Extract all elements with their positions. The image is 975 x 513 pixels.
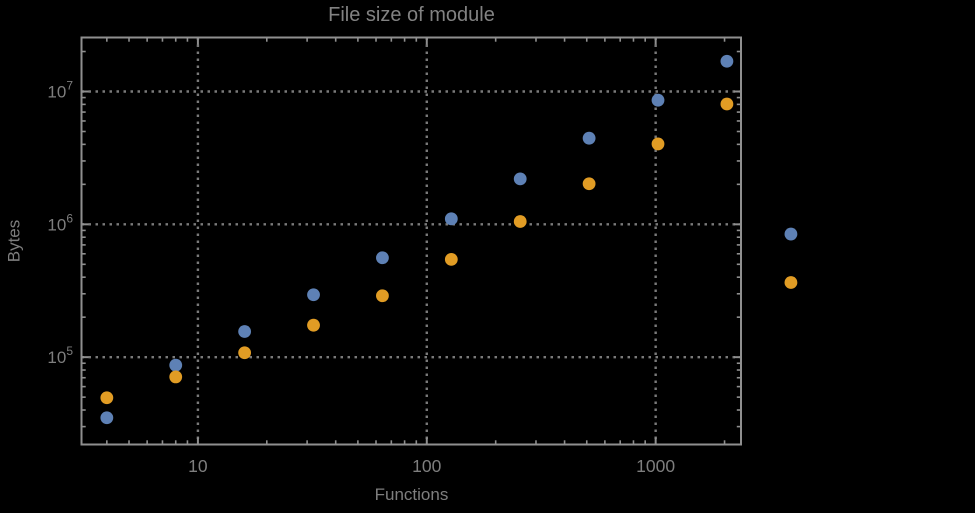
data-point-series-2-orange-x2048 <box>720 97 734 111</box>
data-point-series-1-blue-x128 <box>444 212 458 226</box>
data-point-series-2-orange-x8 <box>169 370 183 384</box>
data-point-series-2-orange-x512 <box>582 177 596 191</box>
data-point-series-2-orange-x16 <box>238 346 252 360</box>
data-point-series-1-blue-x1024 <box>651 93 665 107</box>
data-point-series-1-blue-x512 <box>582 131 596 145</box>
data-point-series-1-blue-x32 <box>307 288 320 302</box>
data-point-series-2-orange-x128 <box>444 252 458 266</box>
y-tick-label-10e7: 107 <box>47 78 73 101</box>
data-point-series-1-blue-x8 <box>169 358 183 372</box>
data-point-series-1-blue-x4 <box>100 411 114 425</box>
data-point-series-1-blue-x2048 <box>720 54 734 68</box>
data-point-series-1-blue-x3900 <box>784 227 798 241</box>
plot-frame <box>80 36 742 446</box>
x-tick-label-100: 100 <box>412 456 441 476</box>
x-axis-title: Functions <box>374 485 449 504</box>
data-point-series-2-orange-x64 <box>376 289 389 303</box>
y-tick-label-10e6: 106 <box>47 211 73 234</box>
data-point-series-2-orange-x3900 <box>784 276 798 289</box>
data-point-series-2-orange-x1024 <box>651 137 665 151</box>
data-point-series-1-blue-x256 <box>513 172 527 186</box>
chart-title: File size of module <box>328 4 495 26</box>
y-tick-label-10e5: 105 <box>47 344 73 367</box>
data-point-series-1-blue-x64 <box>376 251 389 265</box>
data-point-series-1-blue-x16 <box>238 325 252 338</box>
data-point-series-2-orange-x4 <box>100 391 114 405</box>
data-point-series-2-orange-x256 <box>513 215 527 228</box>
data-point-series-2-orange-x32 <box>307 318 320 332</box>
x-tick-label-1000: 1000 <box>636 456 675 476</box>
x-tick-label-10: 10 <box>188 456 208 476</box>
